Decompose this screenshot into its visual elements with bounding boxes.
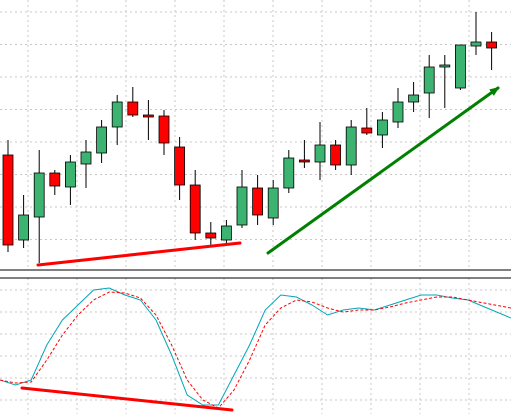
candle [252, 175, 264, 225]
candle [158, 110, 170, 155]
candle-body-bear [2, 154, 14, 246]
candle [376, 112, 388, 148]
candle [236, 170, 248, 228]
candle-body-bear [127, 101, 139, 116]
candle [439, 55, 451, 108]
candle-body-bull [392, 101, 404, 123]
candle [127, 87, 139, 117]
candle-body-bear [189, 184, 201, 234]
candle-body-bull [408, 94, 420, 103]
candle-body-bear [49, 172, 61, 187]
candle-body-bear [142, 114, 154, 118]
candle-body-bear [205, 232, 217, 239]
candle-body-bull [267, 187, 279, 219]
candle-body-bear [252, 187, 264, 216]
candle [49, 170, 61, 195]
candle-body-bull [283, 157, 295, 189]
candle [2, 140, 14, 252]
candle-body-bull [220, 225, 232, 241]
candle [314, 122, 326, 180]
oscillator-trendline [20, 386, 234, 412]
candle [33, 150, 45, 263]
candle [298, 140, 310, 168]
candle-body-bull [65, 161, 76, 188]
candle [174, 137, 186, 200]
candle-body-bull [111, 101, 123, 128]
candle-body-bull [470, 41, 482, 47]
candle-body-bull [439, 64, 451, 68]
candle-body-bull [376, 119, 388, 136]
candle-body-bear [158, 115, 170, 144]
candle [267, 180, 279, 225]
candle-body-bear [174, 146, 186, 186]
candle [189, 170, 201, 240]
price-grid [0, 0, 511, 270]
candles [2, 12, 498, 263]
candle [142, 100, 154, 140]
candle [423, 55, 435, 118]
candle [220, 220, 232, 245]
candle [65, 155, 76, 205]
candle [330, 140, 342, 170]
candle-body-bull [96, 126, 107, 154]
candle-body-bull [423, 66, 435, 94]
candle-body-bull [454, 44, 466, 89]
candle-body-bull [33, 172, 45, 218]
candle-body-bear [361, 127, 373, 134]
candle [18, 195, 30, 248]
candle [486, 32, 498, 70]
candle [80, 140, 92, 188]
candle-body-bear [486, 41, 498, 49]
candle-body-bear [330, 144, 342, 166]
candle [454, 44, 466, 90]
oscillator-main-line [0, 287, 511, 406]
uptrend-arrow [266, 86, 500, 255]
candle [205, 222, 217, 247]
oscillator-signal-line [0, 291, 511, 409]
candle [361, 108, 373, 135]
candle-body-bear [298, 159, 310, 163]
candle-body-bull [18, 214, 30, 241]
support-trendline [36, 241, 242, 267]
candle [96, 120, 107, 163]
oscillator-grid [0, 278, 511, 414]
candle [408, 82, 420, 112]
candle-body-bull [80, 151, 92, 165]
candle-body-bull [314, 144, 326, 163]
candle [470, 12, 482, 55]
candle-body-bull [345, 126, 357, 166]
candle [345, 120, 357, 175]
candle-body-bull [236, 186, 248, 226]
candle [111, 95, 123, 145]
candle [283, 150, 295, 193]
candle [392, 88, 404, 128]
